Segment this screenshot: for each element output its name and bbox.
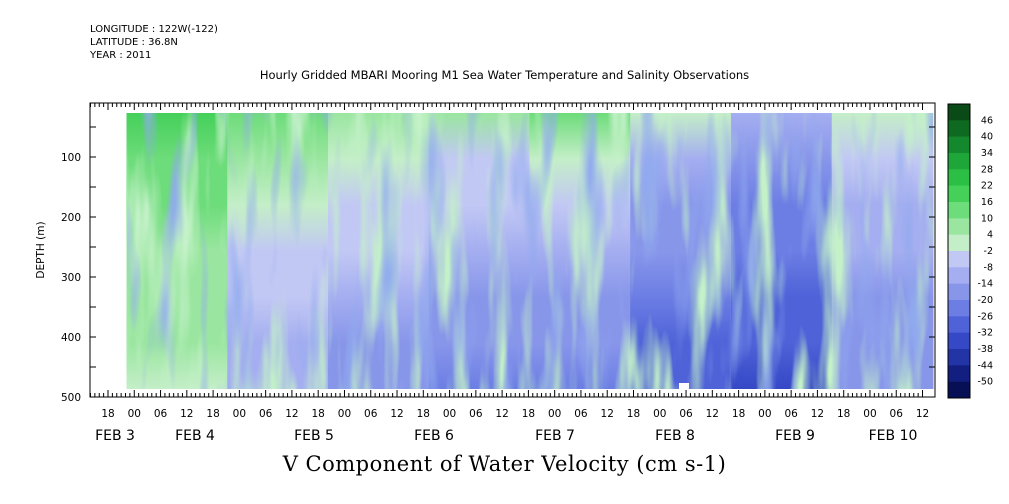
missing-data-cell: [679, 383, 689, 389]
x-tick-label: 12: [706, 408, 719, 420]
x-tick-label: 18: [417, 408, 430, 420]
colorbar-swatch: [948, 104, 970, 121]
colorbar-swatch: [948, 300, 970, 317]
colorbar-label: -20: [977, 295, 993, 306]
colorbar-label: -8: [984, 262, 993, 273]
x-tick-label: 00: [653, 408, 666, 420]
colorbar-swatch: [948, 202, 970, 219]
colorbar-label: 28: [981, 164, 993, 175]
x-tick-label: 18: [312, 408, 325, 420]
colorbar-label: 22: [981, 181, 993, 192]
colorbar-label: -44: [977, 360, 993, 371]
x-tick-label: 12: [180, 408, 193, 420]
x-tick-label: 18: [101, 408, 114, 420]
x-day-label: FEB 6: [414, 428, 454, 444]
x-day-label: FEB 3: [95, 428, 135, 444]
x-tick-label: 18: [522, 408, 535, 420]
x-day-label: FEB 4: [175, 428, 215, 444]
x-tick-label: 06: [784, 408, 798, 420]
colorbar-swatch: [948, 316, 970, 333]
axes: 18 00 06 12 18 00 06 12 18 00 06 12 18 00 06 12 18 00 06 12…: [35, 102, 936, 444]
x-day-label: FEB 9: [775, 428, 815, 444]
y-tick-label: 500: [61, 392, 81, 404]
latitude-label: LATITUDE : 36.8N: [90, 37, 178, 48]
year-label: YEAR : 2011: [90, 50, 152, 61]
colorbar-swatch: [948, 283, 970, 301]
colorbar-swatch: [948, 185, 970, 203]
colorbar-label: -32: [977, 328, 993, 339]
x-tick-label: 12: [601, 408, 614, 420]
x-tick-label: 00: [128, 408, 141, 420]
colorbar-label: 40: [981, 132, 993, 143]
colorbar-swatch: [948, 169, 970, 186]
x-tick-label: 06: [259, 408, 273, 420]
x-tick-label: 06: [154, 408, 168, 420]
colorbar: 46 40 34 28 22 16 10 4 -2 -8 -14 -20 -26 -32 -38 -44 -50: [947, 103, 993, 399]
colorbar-label: -26: [977, 311, 993, 322]
x-tick-label: 12: [495, 408, 508, 420]
x-tick-label: 06: [679, 408, 693, 420]
colorbar-swatch: [948, 251, 970, 268]
colorbar-swatch: [948, 218, 970, 235]
colorbar-swatch: [948, 153, 970, 170]
colorbar-label: -38: [977, 344, 993, 355]
colorbar-swatch: [948, 120, 970, 137]
heatmap-field: [126, 113, 934, 389]
x-day-label: FEB 7: [535, 428, 575, 444]
chart-title: Hourly Gridded MBARI Mooring M1 Sea Wate…: [259, 68, 750, 82]
x-tick-label: 18: [206, 408, 219, 420]
x-tick-label: 06: [574, 408, 588, 420]
colorbar-swatch: [948, 267, 970, 284]
colorbar-label: -50: [977, 377, 993, 388]
x-tick-label: 18: [837, 408, 850, 420]
x-tick-label: 18: [732, 408, 745, 420]
colorbar-label: 46: [981, 115, 993, 126]
colorbar-swatch: [948, 381, 970, 399]
x-tick-label: 00: [338, 408, 351, 420]
y-axis-label: DEPTH (m): [35, 221, 47, 278]
plot-frame: [89, 102, 936, 398]
y-tick-label: 400: [61, 332, 81, 344]
y-tick-label: 300: [61, 272, 81, 284]
x-tick-label: 12: [390, 408, 403, 420]
colorbar-label: 34: [981, 148, 993, 159]
colorbar-swatch: [948, 349, 970, 366]
y-tick-label: 100: [61, 152, 81, 164]
longitude-label: LONGITUDE : 122W(-122): [90, 24, 218, 35]
x-tick-label: 06: [364, 408, 378, 420]
colorbar-label: 16: [981, 197, 993, 208]
x-tick-label: 12: [811, 408, 824, 420]
x-tick-label: 12: [916, 408, 929, 420]
y-tick-label: 200: [61, 212, 81, 224]
colorbar-swatch: [948, 365, 970, 382]
colorbar-label: -14: [977, 279, 993, 290]
colorbar-swatch: [948, 234, 970, 252]
x-tick-label: 06: [890, 408, 904, 420]
colorbar-label: 10: [981, 213, 993, 224]
colorbar-frame: [947, 103, 971, 399]
x-tick-label: 00: [758, 408, 771, 420]
x-tick-label: 18: [627, 408, 640, 420]
colorbar-label: -2: [984, 246, 993, 257]
x-tick-label: 00: [863, 408, 876, 420]
colorbar-swatch: [948, 332, 970, 350]
x-axis-label: V Component of Water Velocity (cm s-1): [282, 452, 727, 476]
x-tick-label: 12: [285, 408, 298, 420]
x-tick-label: 06: [469, 408, 483, 420]
colorbar-swatch: [948, 136, 970, 154]
x-day-label: FEB 5: [294, 428, 334, 444]
x-tick-label: 00: [548, 408, 561, 420]
x-day-label: FEB 8: [655, 428, 695, 444]
field-texture-negative: [127, 113, 933, 389]
x-day-label: FEB 10: [869, 428, 918, 444]
x-tick-label: 00: [443, 408, 456, 420]
x-tick-label: 00: [233, 408, 246, 420]
colorbar-label: 4: [987, 230, 993, 241]
